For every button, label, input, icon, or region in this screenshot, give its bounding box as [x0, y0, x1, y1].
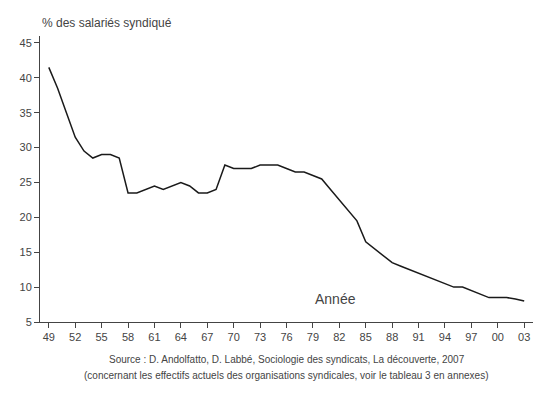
svg-text:70: 70	[228, 331, 240, 343]
svg-text:64: 64	[175, 331, 187, 343]
svg-text:Année: Année	[315, 291, 356, 307]
svg-text:(concernant les effectifs actu: (concernant les effectifs actuels des or…	[84, 370, 489, 381]
svg-text:82: 82	[333, 331, 345, 343]
svg-text:03: 03	[518, 331, 530, 343]
svg-text:00: 00	[492, 331, 504, 343]
svg-text:15: 15	[20, 246, 32, 258]
svg-text:58: 58	[122, 331, 134, 343]
svg-text:73: 73	[254, 331, 266, 343]
svg-text:88: 88	[386, 331, 398, 343]
svg-text:97: 97	[465, 331, 477, 343]
svg-text:% des salariés syndiqué: % des salariés syndiqué	[42, 16, 172, 30]
svg-text:55: 55	[96, 331, 108, 343]
svg-text:79: 79	[307, 331, 319, 343]
svg-text:52: 52	[69, 331, 81, 343]
svg-text:67: 67	[201, 331, 213, 343]
svg-text:76: 76	[280, 331, 292, 343]
svg-text:25: 25	[20, 176, 32, 188]
svg-text:40: 40	[20, 72, 32, 84]
svg-text:10: 10	[20, 281, 32, 293]
svg-text:30: 30	[20, 141, 32, 153]
svg-text:20: 20	[20, 211, 32, 223]
svg-text:94: 94	[439, 331, 451, 343]
svg-text:49: 49	[43, 331, 55, 343]
svg-text:35: 35	[20, 107, 32, 119]
svg-text:Source : D. Andolfatto, D. Lab: Source : D. Andolfatto, D. Labbé, Sociol…	[109, 354, 465, 365]
svg-text:85: 85	[360, 331, 372, 343]
svg-text:5: 5	[26, 316, 32, 328]
svg-text:91: 91	[412, 331, 424, 343]
svg-text:45: 45	[20, 37, 32, 49]
svg-text:61: 61	[148, 331, 160, 343]
